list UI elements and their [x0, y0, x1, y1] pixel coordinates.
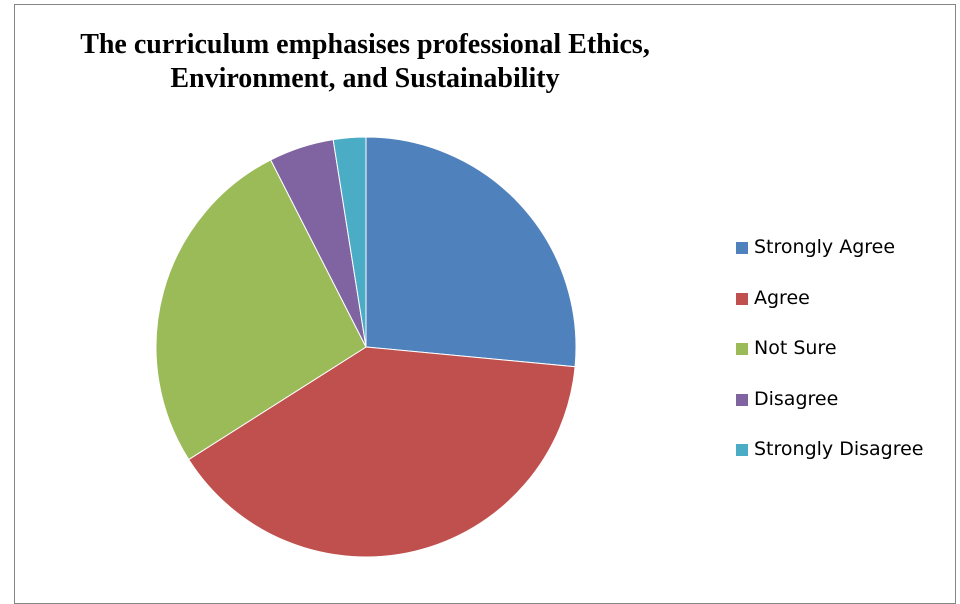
- pie-slice-not-sure: [155, 159, 367, 461]
- legend-swatch-agree: [736, 292, 748, 305]
- legend-label-disagree: Disagree: [754, 387, 839, 410]
- pie-chart: [155, 136, 577, 558]
- legend-label-agree: Agree: [754, 286, 810, 309]
- legend-swatch-strongly-agree: [736, 242, 748, 254]
- chart-title: The curriculum emphasises professional E…: [14, 28, 716, 96]
- legend-swatch-not-sure: [736, 343, 748, 355]
- pie-slice-strongly-agree: [365, 136, 577, 368]
- pie-slice-agree: [187, 346, 576, 558]
- legend-swatch-strongly-disagree: [736, 444, 748, 456]
- chart-title-line-1: The curriculum emphasises professional E…: [80, 29, 650, 60]
- chart-title-line-2: Environment, and Sustainability: [170, 63, 560, 94]
- legend-label-not-sure: Not Sure: [754, 337, 837, 359]
- pie-slice-strongly-disagree: [332, 136, 367, 348]
- legend-label-strongly-disagree: Strongly Disagree: [754, 438, 924, 460]
- legend-swatch-disagree: [736, 393, 748, 406]
- legend-label-strongly-agree: Strongly Agree: [754, 236, 896, 258]
